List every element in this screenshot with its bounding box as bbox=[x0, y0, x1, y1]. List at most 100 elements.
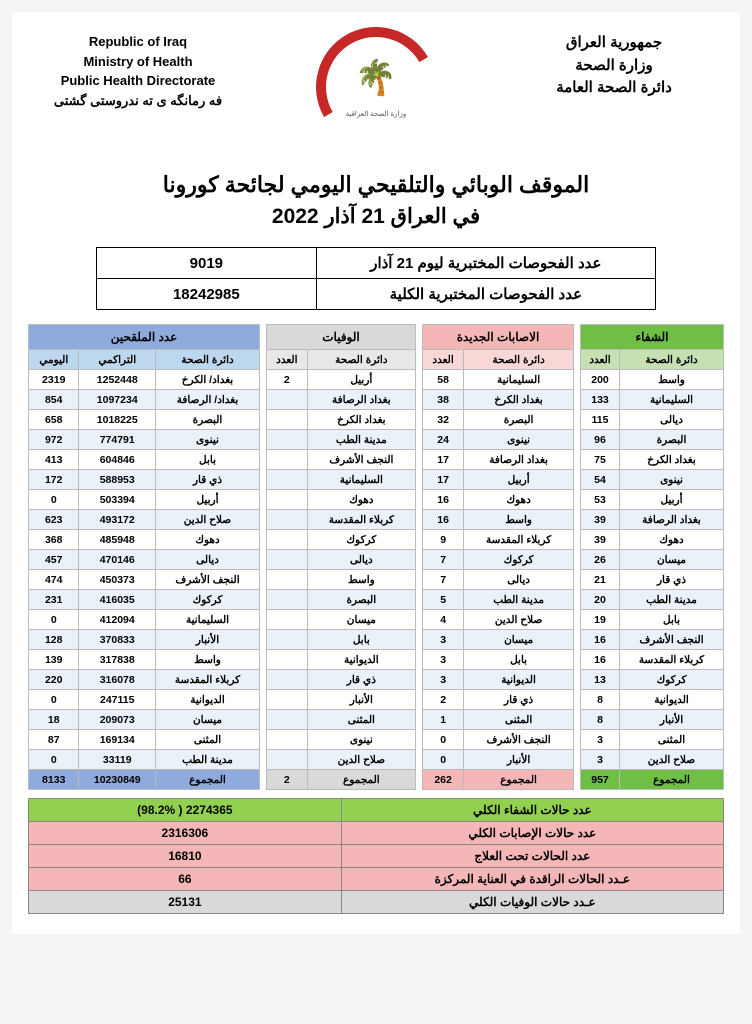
daily-tests-label: عدد الفحوصات المختبرية ليوم 21 آذار bbox=[316, 248, 655, 279]
cell: الديوانية bbox=[156, 690, 260, 710]
cell: 24 bbox=[423, 430, 464, 450]
cell: الديوانية bbox=[464, 670, 574, 690]
table-row: بغداد الرصافة17 bbox=[423, 450, 574, 470]
table-row: ذي قار588953172 bbox=[29, 470, 260, 490]
col-header: العدد bbox=[423, 350, 464, 370]
org-line: دائرة الصحة العامة bbox=[504, 77, 724, 100]
cell: ذي قار bbox=[156, 470, 260, 490]
cell: 5 bbox=[423, 590, 464, 610]
table-row: بغداد الرصافة39 bbox=[581, 510, 724, 530]
table-row: البصرة32 bbox=[423, 410, 574, 430]
cell: 972 bbox=[29, 430, 79, 450]
table-row: الأنبار8 bbox=[581, 710, 724, 730]
cell: بابل bbox=[464, 650, 574, 670]
table-row: الأنبار bbox=[267, 690, 416, 710]
cell: 2319 bbox=[29, 370, 79, 390]
cell: 3 bbox=[581, 750, 620, 770]
table-row: الديوانية3 bbox=[423, 670, 574, 690]
cell: البصرة bbox=[620, 430, 724, 450]
summary-value: 2274365 ( 98.2%) bbox=[29, 799, 342, 822]
table-row: ميسان bbox=[267, 610, 416, 630]
table-row: ديالى bbox=[267, 550, 416, 570]
cell: كربلاء المقدسة bbox=[464, 530, 574, 550]
total-value: 10230849 bbox=[79, 770, 156, 790]
table-row: مدينة الطب bbox=[267, 430, 416, 450]
cell: دهوك bbox=[464, 490, 574, 510]
header-right: جمهورية العراق وزارة الصحة دائرة الصحة ا… bbox=[504, 32, 724, 100]
col-header: دائرة الصحة bbox=[464, 350, 574, 370]
summary-value: 25131 bbox=[29, 891, 342, 914]
table-row: السليمانية4120940 bbox=[29, 610, 260, 630]
table-row: مدينة الطب20 bbox=[581, 590, 724, 610]
cell: 658 bbox=[29, 410, 79, 430]
cell: 623 bbox=[29, 510, 79, 530]
cell: أربيل bbox=[464, 470, 574, 490]
cell: ديالى bbox=[307, 550, 415, 570]
report-title: الموقف الوبائي والتلقيحي اليومي لجائحة ك… bbox=[28, 172, 724, 198]
cell: ذي قار bbox=[307, 670, 415, 690]
cell: واسط bbox=[307, 570, 415, 590]
org-line: Ministry of Health bbox=[28, 52, 248, 72]
cell bbox=[267, 630, 308, 650]
tests-summary-table: عدد الفحوصات المختبرية ليوم 21 آذار 9019… bbox=[96, 247, 656, 310]
cell: 450373 bbox=[79, 570, 156, 590]
table-row: نينوى54 bbox=[581, 470, 724, 490]
cell: ذي قار bbox=[620, 570, 724, 590]
recoveries-table: الشفاء دائرة الصحة العدد واسط200السليمان… bbox=[580, 324, 724, 790]
cell: الأنبار bbox=[156, 630, 260, 650]
cell bbox=[267, 730, 308, 750]
table-row: كركوك416035231 bbox=[29, 590, 260, 610]
cell: المثنى bbox=[620, 730, 724, 750]
summary-body: عدد حالات الشفاء الكلي2274365 ( 98.2%)عد… bbox=[29, 799, 724, 914]
cell: ذي قار bbox=[464, 690, 574, 710]
table-row: مدينة الطب5 bbox=[423, 590, 574, 610]
deaths-title: الوفيات bbox=[267, 325, 416, 350]
cell: ميسان bbox=[307, 610, 415, 630]
table-row: الديوانية bbox=[267, 650, 416, 670]
cell: أربيل bbox=[620, 490, 724, 510]
summary-row: عدد حالات الشفاء الكلي2274365 ( 98.2%) bbox=[29, 799, 724, 822]
cell: 7 bbox=[423, 570, 464, 590]
summary-row: عدد الحالات تحت العلاج16810 bbox=[29, 845, 724, 868]
recoveries-section: الشفاء دائرة الصحة العدد واسط200السليمان… bbox=[580, 324, 724, 790]
cell bbox=[267, 470, 308, 490]
cell bbox=[267, 670, 308, 690]
total-label: المجموع bbox=[307, 770, 415, 790]
table-row: دهوك bbox=[267, 490, 416, 510]
table-row: أربيل5033940 bbox=[29, 490, 260, 510]
cell: المثنى bbox=[464, 710, 574, 730]
cell: السليمانية bbox=[464, 370, 574, 390]
cell: كربلاء المقدسة bbox=[620, 650, 724, 670]
cell: 1097234 bbox=[79, 390, 156, 410]
table-row: دهوك485948368 bbox=[29, 530, 260, 550]
cell bbox=[267, 570, 308, 590]
cell: كركوك bbox=[464, 550, 574, 570]
cell: ميسان bbox=[620, 550, 724, 570]
cell: الأنبار bbox=[307, 690, 415, 710]
new-cases-table: الاصابات الجديدة دائرة الصحة العدد السلي… bbox=[422, 324, 574, 790]
cell: 3 bbox=[423, 670, 464, 690]
cell: واسط bbox=[156, 650, 260, 670]
cell: صلاح الدين bbox=[156, 510, 260, 530]
cell bbox=[267, 610, 308, 630]
table-row: النجف الأشرف16 bbox=[581, 630, 724, 650]
table-row: ذي قار bbox=[267, 670, 416, 690]
cell: نينوى bbox=[307, 730, 415, 750]
recoveries-body: واسط200السليمانية133ديالى115البصرة96بغدا… bbox=[581, 370, 724, 770]
summary-label: عدد حالات الإصابات الكلي bbox=[341, 822, 723, 845]
table-row: كربلاء المقدسة bbox=[267, 510, 416, 530]
org-line: Republic of Iraq bbox=[28, 32, 248, 52]
vaccinated-body: بغداد/ الكرخ12524482319بغداد/ الرصافة109… bbox=[29, 370, 260, 770]
total-value: 262 bbox=[423, 770, 464, 790]
cell: 38 bbox=[423, 390, 464, 410]
cell: 9 bbox=[423, 530, 464, 550]
cell bbox=[267, 530, 308, 550]
cell: 16 bbox=[423, 490, 464, 510]
cell: 139 bbox=[29, 650, 79, 670]
cell: كربلاء المقدسة bbox=[307, 510, 415, 530]
cell: نينوى bbox=[464, 430, 574, 450]
cell: 17 bbox=[423, 470, 464, 490]
cell bbox=[267, 490, 308, 510]
cell: 457 bbox=[29, 550, 79, 570]
cell: النجف الأشرف bbox=[307, 450, 415, 470]
